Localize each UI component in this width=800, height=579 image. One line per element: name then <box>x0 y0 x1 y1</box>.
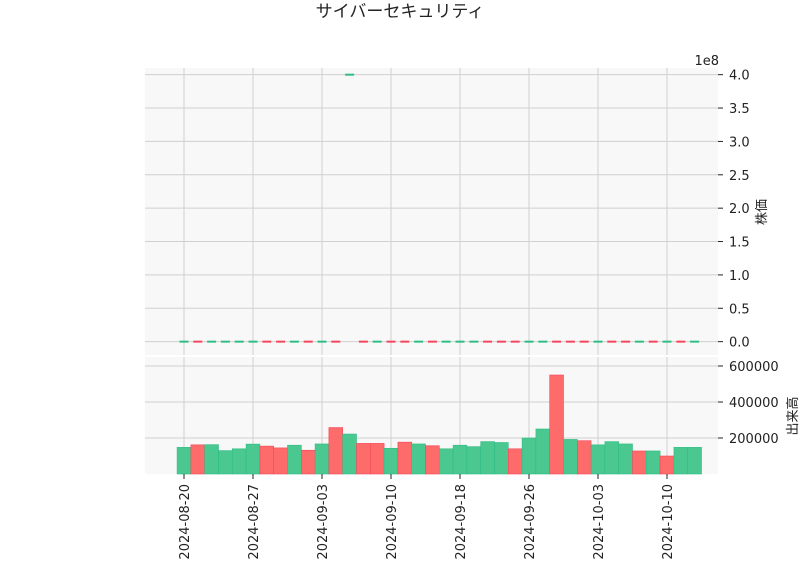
price-y-label: 株価 <box>755 199 770 225</box>
volume-bar <box>259 445 274 475</box>
volume-bar <box>204 444 219 475</box>
volume-bar <box>383 447 399 475</box>
volume-y-label: 出来高 <box>785 396 800 435</box>
volume-bar <box>245 443 261 475</box>
price-y-tick-label: 0.0 <box>729 336 750 351</box>
volume-bar <box>632 450 647 475</box>
chart-title: サイバーセキュリティ <box>316 2 485 22</box>
price-scale-label: 1e8 <box>694 54 719 69</box>
volume-bar <box>645 450 661 475</box>
x-tick-label: 2024-10-03 <box>592 484 607 560</box>
price-grid <box>145 68 718 355</box>
volume-bar <box>287 444 302 475</box>
volume-bar <box>314 443 330 475</box>
price-y-tick-label: 1.5 <box>729 236 750 251</box>
volume-bar <box>673 447 689 475</box>
volume-bar <box>273 447 288 475</box>
price-y-tick-label: 2.5 <box>729 169 750 184</box>
price-y-tick-label: 3.0 <box>729 135 750 150</box>
volume-bar <box>659 455 675 475</box>
x-tick-label: 2024-09-18 <box>454 484 469 560</box>
price-y-tick-label: 1.0 <box>729 269 750 284</box>
x-tick-label: 2024-08-27 <box>247 484 262 560</box>
price-panel-bg <box>145 68 718 355</box>
price-y-tick-label: 2.0 <box>729 202 750 217</box>
volume-bar <box>425 445 440 475</box>
price-y-tick-label: 3.5 <box>729 102 750 117</box>
volume-grid <box>145 357 718 474</box>
volume-bar <box>328 427 343 475</box>
volume-bar <box>466 446 481 475</box>
price-marks <box>179 73 700 343</box>
volume-y-tick-label: 200000 <box>729 432 779 447</box>
volume-bar <box>218 450 233 475</box>
volume-bar <box>369 443 385 475</box>
volume-y-ticks: 200000 400000 600000 <box>718 360 779 447</box>
volume-bar <box>300 449 316 475</box>
price-y-tick-label: 4.0 <box>729 69 750 84</box>
volume-bar <box>232 448 247 475</box>
x-tick-label: 2024-09-26 <box>523 484 538 560</box>
volume-y-tick-label: 600000 <box>729 360 779 375</box>
volume-bar <box>549 374 564 475</box>
x-tick-label: 2024-08-20 <box>178 484 193 560</box>
volume-bar <box>480 441 495 475</box>
volume-bar <box>687 447 702 475</box>
price-y-tick-label: 0.5 <box>729 302 750 317</box>
volume-bar <box>604 441 620 475</box>
volume-bar <box>521 437 537 475</box>
volume-bar <box>535 428 551 475</box>
volume-bar <box>494 442 509 475</box>
volume-bar <box>438 448 454 475</box>
x-tick-label: 2024-09-10 <box>385 484 400 560</box>
x-ticks: 2024-08-20 2024-08-27 2024-09-03 2024-09-10… <box>178 474 676 560</box>
volume-bars <box>176 374 702 475</box>
volume-bar <box>190 444 205 475</box>
price-y-ticks: 0.0 0.5 1.0 1.5 2.0 2.5 3.0 3.5 4.0 <box>718 69 750 351</box>
volume-bar <box>576 440 592 475</box>
volume-bar <box>452 444 468 475</box>
volume-bar <box>507 448 523 475</box>
volume-bar <box>356 443 371 475</box>
volume-bar <box>590 444 606 475</box>
x-tick-label: 2024-09-03 <box>316 484 331 560</box>
volume-bar <box>342 433 357 475</box>
volume-bar <box>397 441 412 475</box>
volume-bar <box>618 443 633 475</box>
volume-bar <box>563 439 578 475</box>
x-tick-label: 2024-10-10 <box>661 484 676 560</box>
volume-y-tick-label: 400000 <box>729 396 779 411</box>
volume-bar <box>176 447 192 475</box>
volume-bar <box>411 443 426 475</box>
